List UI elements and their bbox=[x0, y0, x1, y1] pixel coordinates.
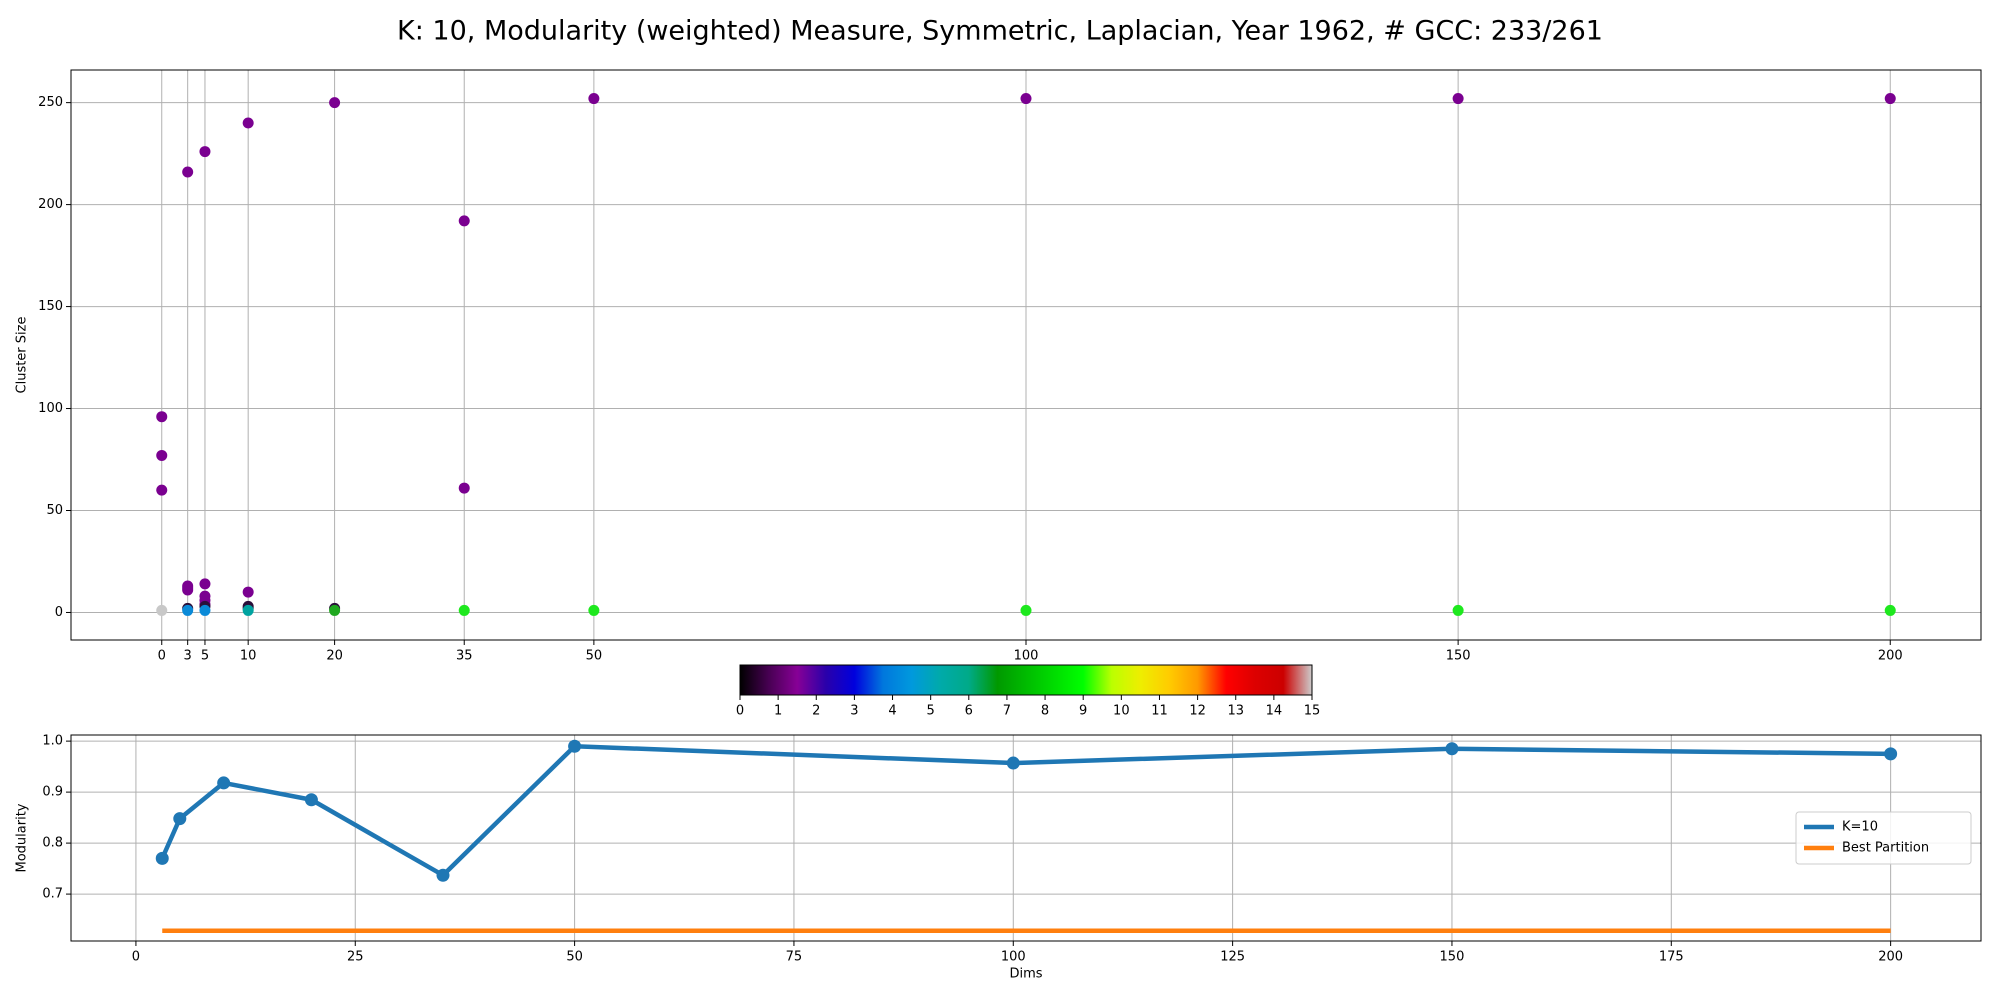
x-tick-label: 0 bbox=[132, 950, 140, 965]
x-tick-label: 125 bbox=[1220, 950, 1245, 965]
x-tick-label: 3 bbox=[184, 649, 192, 664]
marker bbox=[155, 851, 169, 865]
y-tick-label: 250 bbox=[38, 95, 63, 110]
colorbar-tick-label: 3 bbox=[850, 704, 858, 719]
x-tick-label: 50 bbox=[586, 649, 603, 664]
marker bbox=[436, 868, 450, 882]
y-tick-label: 200 bbox=[38, 197, 63, 212]
plot-frame bbox=[70, 734, 1982, 942]
x-tick-label: 150 bbox=[1446, 649, 1471, 664]
point bbox=[588, 604, 600, 616]
colorbar-tick-label: 15 bbox=[1304, 704, 1321, 719]
y-tick-label: 100 bbox=[38, 401, 63, 416]
x-tick-label: 75 bbox=[786, 950, 803, 965]
x-tick-label: 5 bbox=[201, 649, 209, 664]
point bbox=[156, 411, 168, 423]
x-tick-label: 100 bbox=[1001, 950, 1026, 965]
colorbar-tick-label: 2 bbox=[812, 704, 820, 719]
legend-label: K=10 bbox=[1842, 820, 1878, 835]
point bbox=[1020, 604, 1032, 616]
x-tick-label: 200 bbox=[1878, 950, 1903, 965]
marker bbox=[1884, 747, 1898, 761]
point bbox=[329, 97, 341, 109]
y-tick-label: 150 bbox=[38, 299, 63, 314]
line bbox=[160, 743, 1891, 878]
marker bbox=[304, 793, 318, 807]
colorbar-tick-label: 11 bbox=[1151, 704, 1168, 719]
point bbox=[1884, 93, 1896, 105]
colorbar-tick-label: 6 bbox=[965, 704, 973, 719]
marker bbox=[217, 776, 231, 790]
point bbox=[1020, 93, 1032, 105]
point bbox=[458, 604, 470, 616]
point bbox=[182, 604, 194, 616]
legend-box bbox=[1795, 811, 1972, 865]
colorbar-tick-label: 0 bbox=[736, 704, 744, 719]
x-tick-label: 35 bbox=[456, 649, 473, 664]
y-tick-label: 50 bbox=[46, 503, 63, 518]
colorbar-tick-label: 5 bbox=[927, 704, 935, 719]
x-tick-label: 150 bbox=[1440, 950, 1465, 965]
point bbox=[182, 166, 194, 178]
point bbox=[156, 484, 168, 496]
point bbox=[156, 604, 168, 616]
marker bbox=[568, 739, 582, 753]
point bbox=[156, 449, 168, 461]
y-tick-label: 0.8 bbox=[42, 836, 63, 851]
colorbar-tick-label: 1 bbox=[774, 704, 782, 719]
point bbox=[1452, 604, 1464, 616]
point bbox=[1884, 604, 1896, 616]
colorbar-tick-label: 12 bbox=[1189, 704, 1206, 719]
y-tick-label: 0.9 bbox=[42, 785, 63, 800]
colorbar-tick-label: 10 bbox=[1113, 704, 1130, 719]
colorbar-tick-label: 9 bbox=[1079, 704, 1087, 719]
x-tick-label: 10 bbox=[240, 649, 257, 664]
x-tick-label: 200 bbox=[1878, 649, 1903, 664]
y-tick-label: 1.0 bbox=[42, 734, 63, 749]
point bbox=[242, 117, 254, 129]
x-axis-label: Dims bbox=[1009, 967, 1042, 982]
colorbar-tick-label: 8 bbox=[1041, 704, 1049, 719]
x-tick-label: 50 bbox=[566, 950, 583, 965]
marker bbox=[1006, 756, 1020, 770]
point bbox=[182, 584, 194, 596]
colorbar-tick-label: 13 bbox=[1227, 704, 1244, 719]
point bbox=[199, 146, 211, 158]
point bbox=[199, 578, 211, 590]
legend-label: Best Partition bbox=[1842, 841, 1929, 856]
colorbar-tick-label: 4 bbox=[888, 704, 896, 719]
marker bbox=[1445, 742, 1459, 756]
y-tick-label: 0 bbox=[55, 605, 63, 620]
point bbox=[199, 604, 211, 616]
x-tick-label: 100 bbox=[1014, 649, 1039, 664]
y-tick-label: 0.7 bbox=[42, 887, 63, 902]
colorbar bbox=[739, 664, 1313, 696]
chart-title: K: 10, Modularity (weighted) Measure, Sy… bbox=[397, 16, 1603, 47]
point bbox=[458, 215, 470, 227]
point bbox=[242, 586, 254, 598]
point bbox=[1452, 93, 1464, 105]
y-axis-label: Modularity bbox=[15, 803, 30, 872]
point bbox=[242, 604, 254, 616]
x-tick-label: 25 bbox=[347, 950, 364, 965]
point bbox=[458, 482, 470, 494]
point bbox=[588, 93, 600, 105]
point bbox=[329, 604, 341, 616]
x-tick-label: 0 bbox=[158, 649, 166, 664]
plot-frame bbox=[70, 69, 1982, 641]
y-axis-label: Cluster Size bbox=[15, 317, 30, 394]
x-tick-label: 20 bbox=[326, 649, 343, 664]
x-tick-label: 175 bbox=[1659, 950, 1684, 965]
marker bbox=[173, 812, 187, 826]
colorbar-tick-label: 14 bbox=[1266, 704, 1283, 719]
colorbar-tick-label: 7 bbox=[1003, 704, 1011, 719]
